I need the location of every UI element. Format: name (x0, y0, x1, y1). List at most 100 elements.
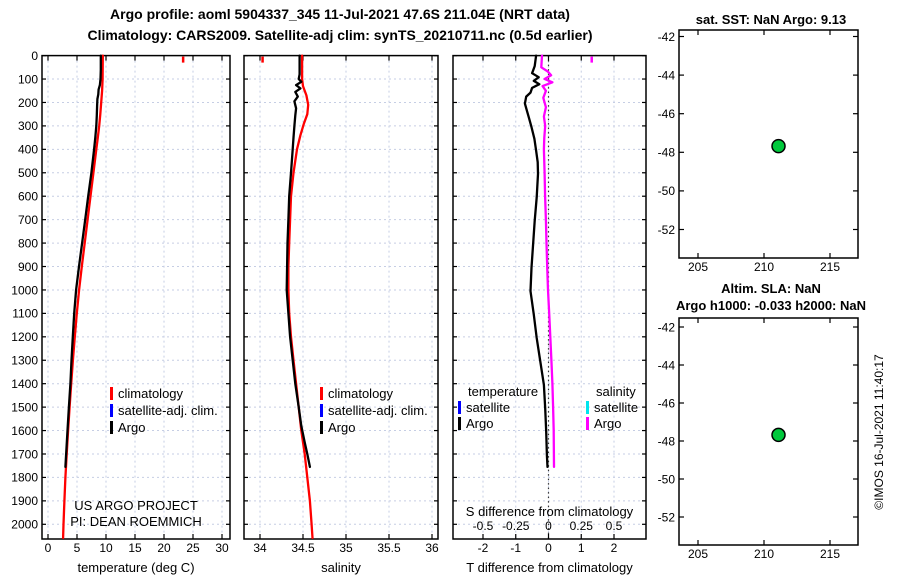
sla-map-title-line2: Argo h1000: -0.033 h2000: NaN (675, 298, 867, 313)
tick-label: 1800 (11, 471, 38, 485)
annotation-line2: PI: DEAN ROEMMICH (70, 513, 202, 529)
tick-label: -44 (658, 358, 676, 372)
axes-box (41, 54, 231, 540)
legend-item-argo: Argo (586, 416, 638, 432)
tick-label: 1200 (11, 330, 38, 344)
tick-label: -52 (658, 510, 676, 524)
tick-label: 1400 (11, 377, 38, 391)
tick-label: 10 (99, 541, 113, 555)
legend-label: satellite (594, 400, 639, 415)
legend-label: Argo (466, 416, 494, 431)
tick-label: 215 (820, 547, 840, 561)
tick-label: 205 (688, 260, 708, 274)
tick-label: 1 (578, 541, 585, 555)
tick-label: 500 (18, 166, 38, 180)
tdiff-axis-label: T difference from climatology (466, 560, 633, 575)
argo-line-swatch (110, 421, 113, 434)
tdiff-salinity-legend: salinity satellite Argo (586, 384, 638, 432)
temperature-axis-label: temperature (deg C) (77, 560, 195, 575)
tick-label: 34 (253, 541, 267, 555)
legend-label: Argo (594, 416, 622, 431)
satellite-line-swatch (458, 401, 461, 414)
tick-label: 35.5 (377, 541, 401, 555)
tick-label: 100 (18, 72, 38, 86)
tick-label: 0.25 (570, 519, 594, 533)
tick-label: -50 (658, 472, 676, 486)
legend-label: Argo (328, 420, 356, 435)
tick-label: 800 (18, 236, 38, 250)
tick-label: 0 (31, 49, 38, 63)
satellite-adj-line-swatch (110, 404, 113, 417)
tick-label: 35 (339, 541, 353, 555)
tick-label: 1700 (11, 447, 38, 461)
argo-salinity-line-swatch (586, 417, 589, 430)
panel-sla-map: 205 210 215 -42 -44 -46 -48 -50 -52 (658, 317, 859, 561)
panel-sst-map: 205 210 215 -42 -44 -46 -48 -50 -52 (658, 29, 859, 274)
salinity-legend: climatology satellite-adj. clim. Argo (320, 385, 428, 436)
tick-label: 15 (128, 541, 142, 555)
temperature-legend: climatology satellite-adj. clim. Argo (110, 385, 218, 436)
series-argo-s-difference (540, 54, 556, 469)
sst-map-title: sat. SST: NaN Argo: 9.13 (695, 12, 847, 27)
tick-label: 1500 (11, 400, 38, 414)
tick-label: 205 (688, 547, 708, 561)
tick-label: 0 (545, 541, 552, 555)
main-title-line1: Argo profile: aoml 5904337_345 11-Jul-20… (110, 6, 570, 22)
argo-line-swatch (458, 417, 461, 430)
tick-label: 700 (18, 213, 38, 227)
tick-label: -2 (478, 541, 489, 555)
legend-label: climatology (328, 386, 394, 401)
float-location-marker (771, 427, 786, 443)
series-argo (64, 54, 102, 469)
project-annotation: US ARGO PROJECT PI: DEAN ROEMMICH (42, 498, 230, 529)
tick-label: -0.25 (502, 519, 530, 533)
tick-label: 2000 (11, 518, 38, 532)
axes-box (678, 317, 859, 546)
legend-item-argo: Argo (320, 419, 428, 436)
tick-label: 30 (215, 541, 229, 555)
climatology-line-swatch (320, 387, 323, 400)
panel-difference-profile: -2 -1 0 1 2 -0.5 -0.25 0 0.25 0.5 (452, 54, 647, 555)
tick-label: 2 (611, 541, 618, 555)
legend-item-climatology: climatology (320, 385, 428, 402)
tick-label: 0 (545, 519, 552, 533)
legend-item-argo: Argo (110, 419, 218, 436)
satellite-adj-line-swatch (320, 404, 323, 417)
tick-label: 0 (45, 541, 52, 555)
tick-label: -50 (658, 184, 676, 198)
legend-label: satellite-adj. clim. (328, 403, 428, 418)
tick-label: 300 (18, 119, 38, 133)
tick-label: 600 (18, 190, 38, 204)
tick-label: -48 (658, 146, 676, 160)
legend-label: climatology (118, 386, 184, 401)
legend-group-header: salinity (596, 384, 636, 399)
tick-label: 210 (754, 260, 774, 274)
legend-item-satellite: satellite (458, 400, 538, 416)
panel-temperature-profile: 0 5 10 15 20 25 300100200300400500600700800900… (11, 49, 231, 555)
legend-label: satellite (466, 400, 511, 415)
tick-label: -42 (658, 30, 676, 44)
annotation-line1: US ARGO PROJECT (74, 498, 198, 513)
tick-label: 36 (425, 541, 439, 555)
tick-label: 210 (754, 547, 774, 561)
tick-label: -46 (658, 107, 676, 121)
tick-label: 25 (186, 541, 200, 555)
tick-label: 400 (18, 143, 38, 157)
tick-label: 5 (74, 541, 81, 555)
tick-label: -48 (658, 434, 676, 448)
series-climatology (287, 54, 314, 540)
axes-box (243, 54, 439, 540)
climatology-line-swatch (110, 387, 113, 400)
legend-label: Argo (118, 420, 146, 435)
salinity-axis-label: salinity (321, 560, 361, 575)
tdiff-temperature-legend: temperature satellite Argo (458, 384, 538, 432)
tick-label: 1100 (12, 307, 38, 321)
tick-label: -44 (658, 68, 676, 82)
main-title-line2: Climatology: CARS2009. Satellite-adj cli… (87, 27, 593, 43)
tick-label: -46 (658, 396, 676, 410)
axes-box (452, 54, 647, 540)
tick-label: 215 (820, 260, 840, 274)
legend-label: satellite-adj. clim. (118, 403, 218, 418)
